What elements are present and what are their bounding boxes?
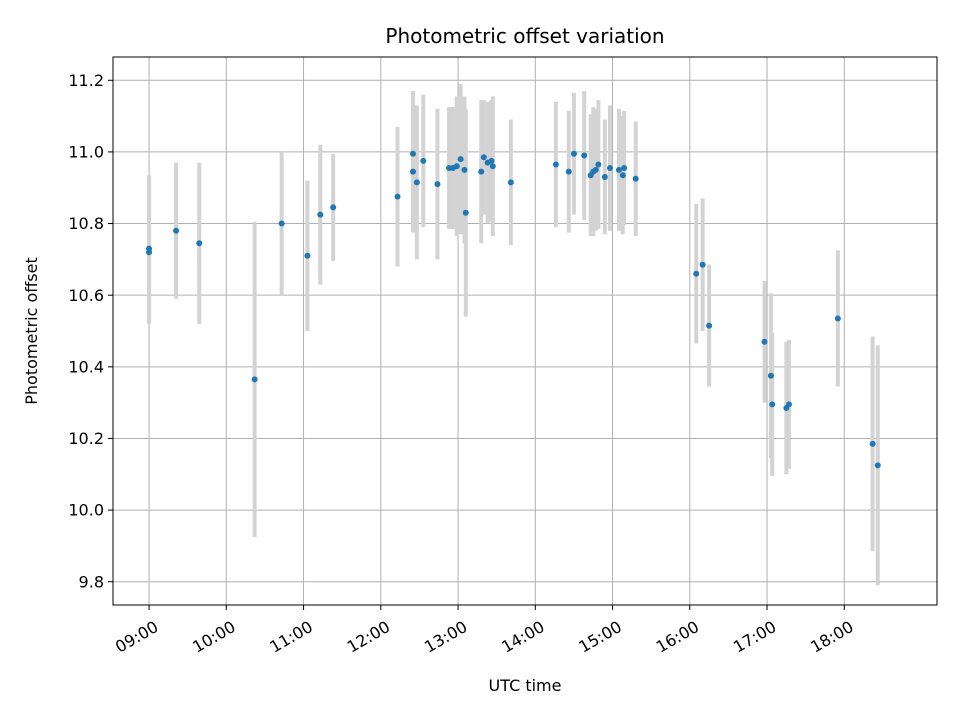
- data-point: [552, 161, 559, 168]
- data-point: [869, 440, 876, 447]
- data-point: [769, 401, 776, 408]
- y-tick-label: 11.0: [68, 143, 104, 162]
- y-tick-label: 11.2: [68, 71, 104, 90]
- data-point: [462, 209, 469, 216]
- data-point: [457, 156, 464, 163]
- data-point: [489, 163, 496, 170]
- data-point: [693, 270, 700, 277]
- data-point: [409, 150, 416, 157]
- data-point: [409, 168, 416, 175]
- x-axis-label: UTC time: [489, 676, 562, 695]
- data-point: [413, 179, 420, 186]
- y-tick-label: 10.8: [68, 214, 104, 233]
- data-point: [874, 462, 881, 469]
- data-point: [615, 166, 622, 173]
- data-point: [488, 157, 495, 164]
- data-point: [478, 168, 485, 175]
- data-point: [461, 166, 468, 173]
- data-point: [621, 165, 628, 172]
- y-axis-label: Photometric offset: [22, 257, 41, 405]
- data-point: [592, 166, 599, 173]
- data-point: [606, 165, 613, 172]
- data-point: [565, 168, 572, 175]
- data-point: [834, 315, 841, 322]
- data-point: [146, 249, 153, 256]
- data-point: [785, 401, 792, 408]
- data-point: [632, 175, 639, 182]
- data-point: [595, 161, 602, 168]
- data-point: [507, 179, 514, 186]
- data-point: [453, 163, 460, 170]
- data-point: [317, 211, 324, 218]
- data-point: [570, 150, 577, 157]
- data-point: [619, 172, 626, 179]
- y-tick-label: 9.8: [79, 572, 104, 591]
- data-point: [173, 227, 180, 234]
- data-point: [330, 204, 337, 211]
- data-point: [581, 152, 588, 159]
- grid: [113, 57, 937, 605]
- data-point: [304, 252, 311, 259]
- data-point: [601, 173, 608, 180]
- y-tick-label: 10.2: [68, 429, 104, 448]
- data-point: [706, 322, 713, 329]
- data-point: [767, 372, 774, 379]
- y-tick-label: 10.0: [68, 501, 104, 520]
- data-point: [480, 154, 487, 161]
- data-point: [278, 220, 285, 227]
- y-tick-label: 10.6: [68, 286, 104, 305]
- data-point: [434, 181, 441, 188]
- chart-title: Photometric offset variation: [385, 24, 664, 48]
- plot-frame: [112, 56, 938, 606]
- data-points: [146, 150, 881, 469]
- data-point: [761, 338, 768, 345]
- data-point: [394, 193, 401, 200]
- data-point: [196, 240, 203, 247]
- data-point: [251, 376, 258, 383]
- y-tick-label: 10.4: [68, 357, 104, 376]
- data-point: [699, 261, 706, 268]
- data-point: [420, 157, 427, 164]
